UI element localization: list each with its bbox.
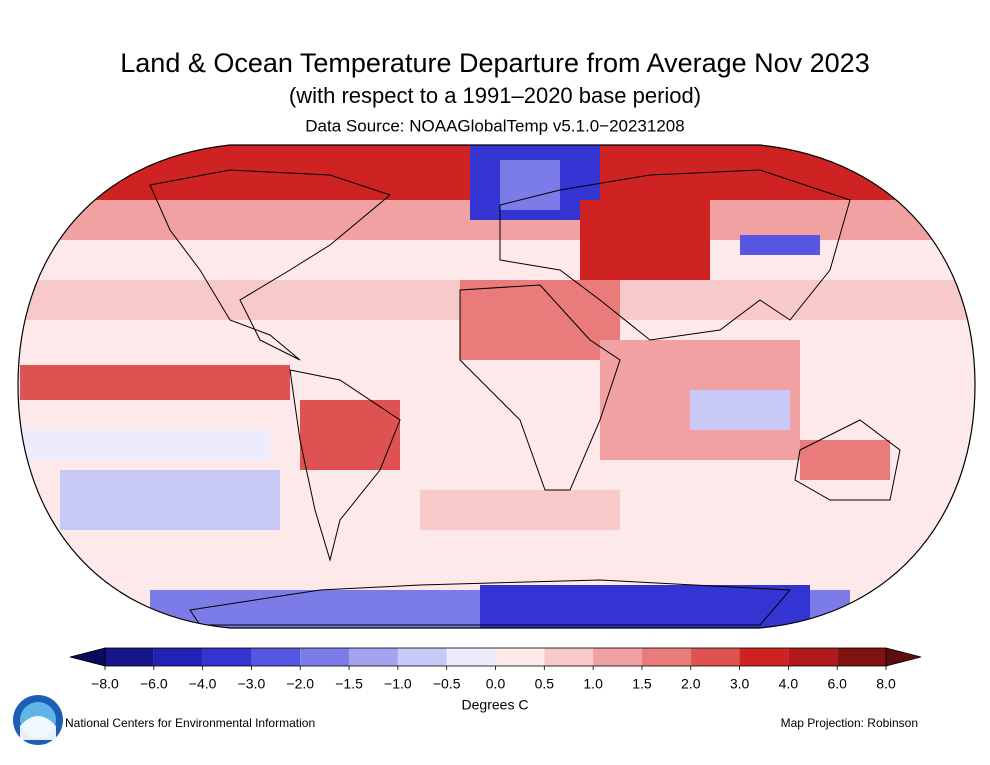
colorbar-segment <box>544 648 594 666</box>
colorbar-tick-label: −6.0 <box>140 676 168 692</box>
colorbar-tick-label: 2.0 <box>681 676 701 692</box>
colorbar-segment <box>153 648 203 666</box>
source: Data Source: NOAAGlobalTemp v5.1.0−20231… <box>305 116 684 135</box>
colorbar-segment <box>690 648 740 666</box>
subtitle: (with respect to a 1991–2020 base period… <box>289 83 701 108</box>
colorbar-label: Degrees C <box>462 697 529 713</box>
colorbar-segment <box>593 648 642 666</box>
colorbar-tick-label: −1.0 <box>384 676 412 692</box>
title: Land & Ocean Temperature Departure from … <box>120 48 869 78</box>
colorbar-segment <box>251 648 301 666</box>
colorbar-tick-label: 3.0 <box>730 676 750 692</box>
colorbar-segment <box>202 648 252 666</box>
colorbar-segment <box>788 648 838 666</box>
colorbar-segment <box>446 648 496 666</box>
colorbar-tick-label: 8.0 <box>876 676 896 692</box>
colorbar-tick-label: −1.5 <box>335 676 363 692</box>
colorbar-tick-label: 4.0 <box>779 676 799 692</box>
noaa-logo <box>13 695 63 745</box>
colorbar-under <box>69 647 106 667</box>
colorbar-segment <box>397 648 447 666</box>
map-outline <box>17 144 976 629</box>
colorbar-tick-label: 1.5 <box>632 676 652 692</box>
colorbar-tick-label: −0.5 <box>433 676 461 692</box>
colorbar-tick-label: −4.0 <box>189 676 217 692</box>
map <box>18 145 975 628</box>
colorbar-segment <box>105 648 154 666</box>
footer-left: National Centers for Environmental Infor… <box>65 716 315 730</box>
colorbar-tick-label: −2.0 <box>286 676 314 692</box>
colorbar-over <box>885 647 922 667</box>
colorbar-tick-label: 0.5 <box>535 676 555 692</box>
colorbar-segment <box>739 648 789 666</box>
colorbar-tick-label: −8.0 <box>91 676 119 692</box>
colorbar-tick-label: 1.0 <box>583 676 603 692</box>
colorbar-segment <box>349 648 398 666</box>
colorbar-segment <box>641 648 691 666</box>
colorbar: −8.0 −6.0 −4.0 −3.0 −2.0 −1.5 −1.0 −0.5 0.0 0.5 1.… <box>69 647 922 692</box>
colorbar-tick-label: 0.0 <box>486 676 506 692</box>
colorbar-segment <box>300 648 350 666</box>
footer-right: Map Projection: Robinson <box>781 716 918 730</box>
colorbar-segment <box>837 648 886 666</box>
colorbar-segment <box>495 648 545 666</box>
colorbar-tick-label: −3.0 <box>238 676 266 692</box>
colorbar-tick-label: 6.0 <box>827 676 847 692</box>
